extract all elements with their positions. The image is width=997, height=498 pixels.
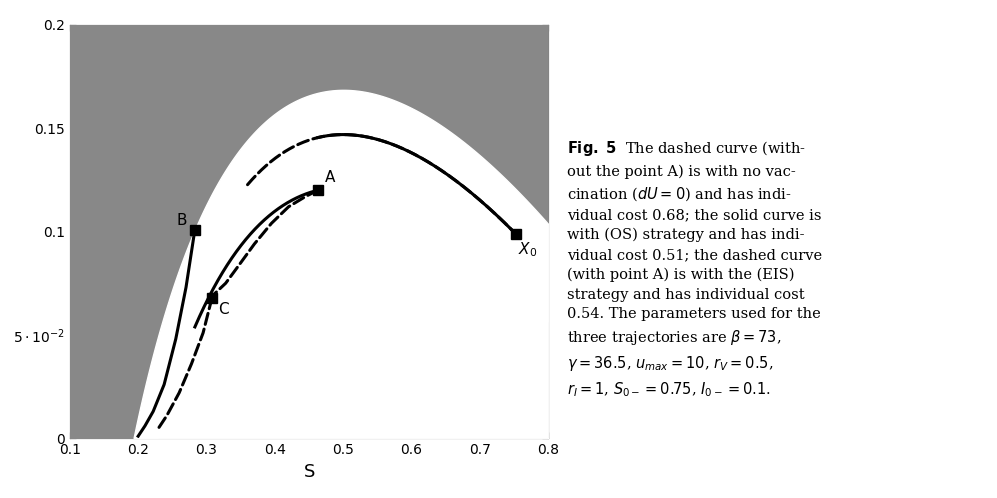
Text: A: A	[325, 170, 335, 185]
Text: $X_0$: $X_0$	[518, 241, 537, 259]
Text: C: C	[218, 302, 228, 317]
X-axis label: S: S	[303, 463, 315, 481]
Text: B: B	[176, 213, 187, 229]
Text: $\bf{Fig.\ 5}$  The dashed curve (with-
out the point A) is with no vac-
cinatio: $\bf{Fig.\ 5}$ The dashed curve (with- o…	[567, 139, 823, 399]
